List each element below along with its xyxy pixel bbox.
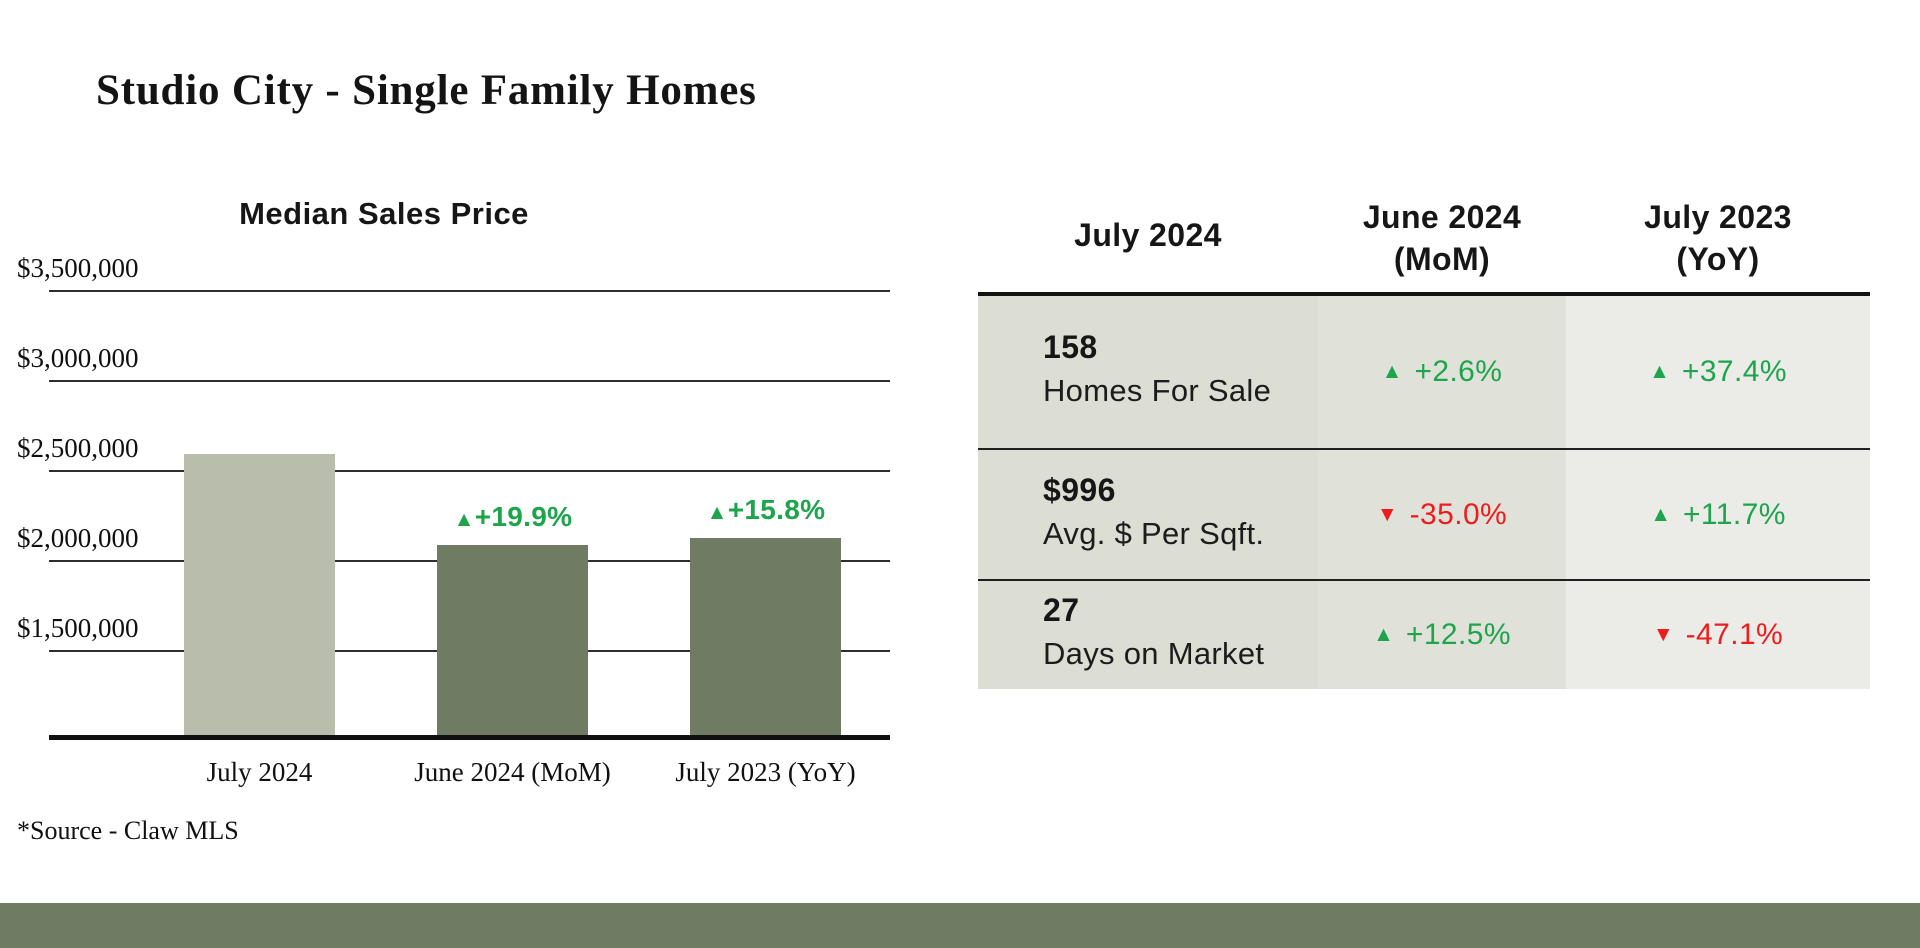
trend-arrow-icon: ▲ xyxy=(1381,360,1403,383)
table-header-july-2024: July 2024 xyxy=(978,170,1318,292)
bar-change-label: ▲+15.8% xyxy=(646,494,886,526)
header-line: July 2023 xyxy=(1644,198,1792,235)
header-line: (MoM) xyxy=(1393,240,1491,277)
y-axis-tick: $1,500,000 xyxy=(17,613,139,643)
gridline xyxy=(49,290,890,292)
bottom-banner xyxy=(0,903,1920,948)
trend-cell-mom: ▼ -35.0% xyxy=(1318,448,1566,579)
trend-arrow-icon: ▲ xyxy=(1649,360,1670,383)
source-note: *Source - Claw MLS xyxy=(17,816,239,845)
trend-cell-yoy: ▲ +11.7% xyxy=(1566,448,1870,579)
trend-arrow-icon: ▼ xyxy=(1652,623,1674,646)
gridline xyxy=(49,380,890,382)
gridline xyxy=(49,470,890,472)
trend-percent: +2.6% xyxy=(1414,355,1503,388)
trend-percent: +11.7% xyxy=(1683,497,1786,531)
metric-value: $996 xyxy=(1043,471,1116,508)
table-header-row: July 2024 June 2024 (MoM) July 2023 (YoY) xyxy=(978,170,1870,296)
bar-change-label: ▲+19.9% xyxy=(393,501,633,533)
trend-arrow-icon: ▲ xyxy=(1650,502,1672,526)
table-header-july-2023-yoy: July 2023 (YoY) xyxy=(1566,170,1870,292)
x-axis-baseline xyxy=(49,735,890,740)
trend-cell-mom: ▲ +2.6% xyxy=(1318,296,1566,448)
metric-value: 158 xyxy=(1043,329,1098,365)
y-axis-tick: $3,500,000 xyxy=(17,253,139,283)
header-line: June 2024 xyxy=(1362,198,1522,235)
trend-arrow-icon: ▼ xyxy=(1376,502,1398,526)
metric-value: 27 xyxy=(1043,592,1080,628)
table-header-june-2024-mom: June 2024 (MoM) xyxy=(1318,170,1566,292)
chart-bar-july-2024 xyxy=(184,454,335,740)
table-body: 158 Homes For Sale ▲ +2.6% ▲ +37.4% $996… xyxy=(978,296,1870,689)
chart-plot-area: ▲+19.9% ▲+15.8% xyxy=(49,290,890,740)
x-axis-label: June 2024 (MoM) xyxy=(414,757,611,787)
chart-bar-july-2023 xyxy=(690,538,841,740)
trend-cell-yoy: ▼ -47.1% xyxy=(1566,579,1870,689)
header-line: (YoY) xyxy=(1676,240,1760,277)
metric-days-on-market: 27 Days on Market xyxy=(978,579,1318,689)
metric-homes-for-sale: 158 Homes For Sale xyxy=(978,296,1318,448)
trend-percent: +12.5% xyxy=(1405,618,1511,651)
chart-title: Median Sales Price xyxy=(239,196,529,231)
metric-label: Homes For Sale xyxy=(1043,373,1272,408)
stats-table: July 2024 June 2024 (MoM) July 2023 (YoY) … xyxy=(978,170,1870,689)
metric-label: Days on Market xyxy=(1043,636,1265,671)
bar-change-text: +15.8% xyxy=(727,494,826,525)
up-triangle-icon: ▲ xyxy=(706,501,728,524)
trend-cell-mom: ▲ +12.5% xyxy=(1318,579,1566,689)
y-axis-tick: $2,500,000 xyxy=(17,433,139,463)
trend-percent: -47.1% xyxy=(1685,618,1784,651)
trend-cell-yoy: ▲ +37.4% xyxy=(1566,296,1870,448)
trend-percent: +37.4% xyxy=(1681,355,1787,388)
metric-label: Avg. $ Per Sqft. xyxy=(1043,515,1265,551)
bar-change-text: +19.9% xyxy=(474,501,573,532)
trend-percent: -35.0% xyxy=(1409,497,1508,531)
y-axis-tick: $2,000,000 xyxy=(17,523,139,553)
page-title: Studio City - Single Family Homes xyxy=(96,67,757,114)
header-line: July 2024 xyxy=(1074,216,1222,253)
metric-avg-price-per-sqft: $996 Avg. $ Per Sqft. xyxy=(978,448,1318,579)
up-triangle-icon: ▲ xyxy=(453,508,475,531)
trend-arrow-icon: ▲ xyxy=(1373,623,1394,646)
x-axis-label: July 2023 (YoY) xyxy=(675,757,856,787)
y-axis-tick: $3,000,000 xyxy=(17,343,139,373)
chart-bar-june-2024 xyxy=(437,545,588,740)
x-axis-label: July 2024 xyxy=(206,757,313,787)
